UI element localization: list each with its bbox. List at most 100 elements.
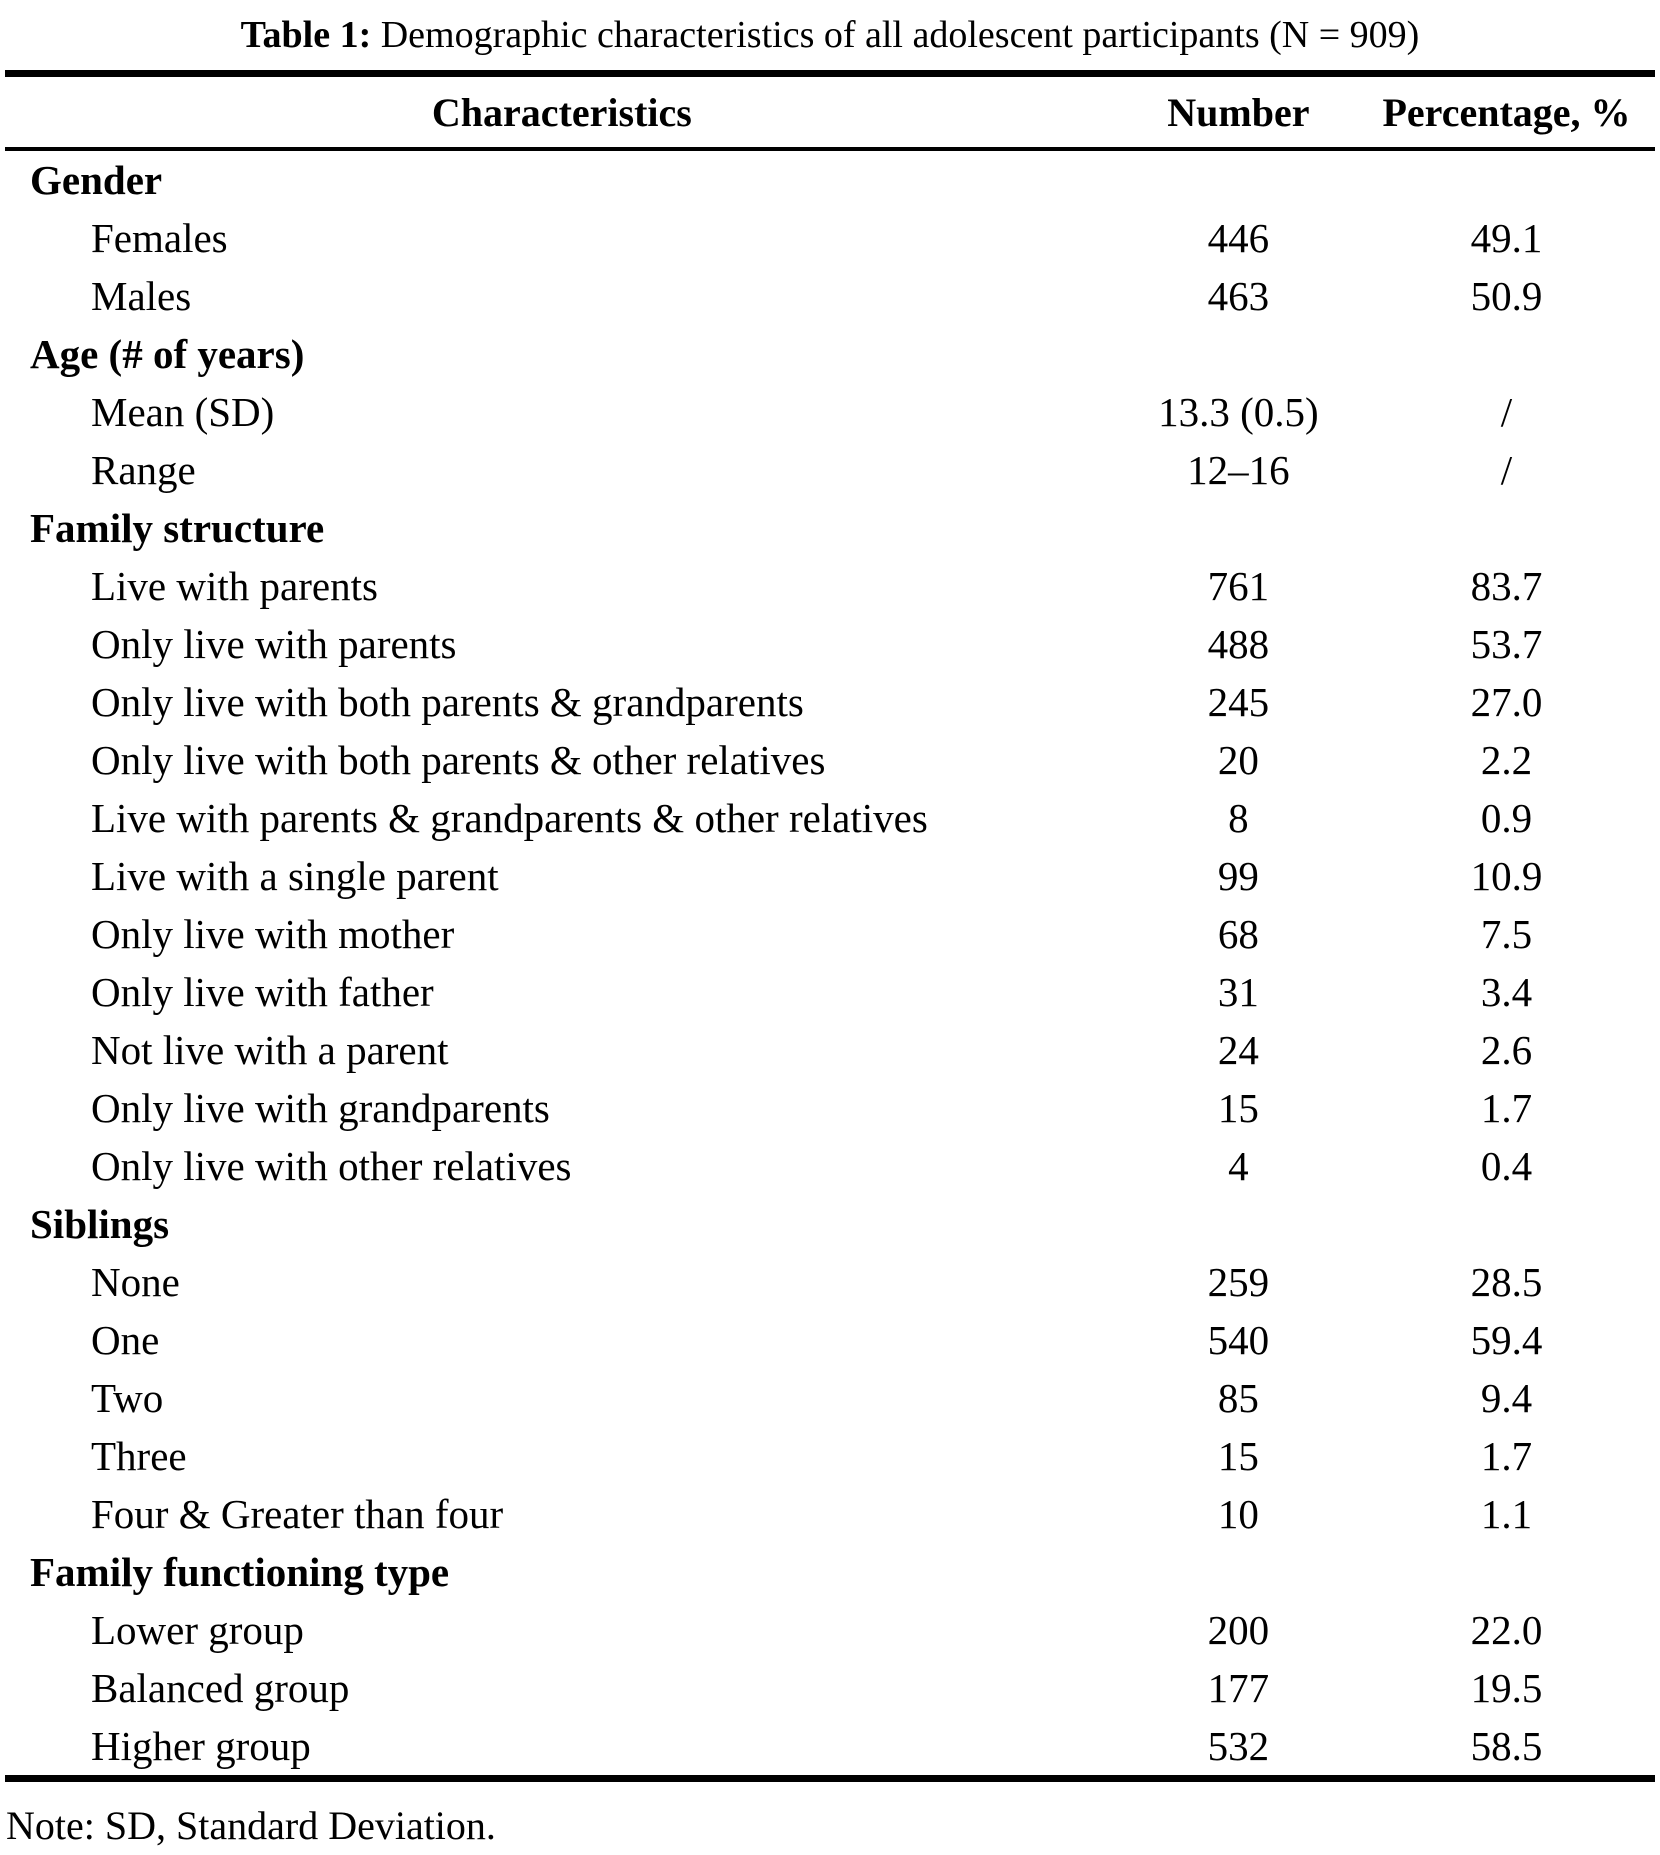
characteristic-cell: Range [91,447,196,493]
percentage-cell: 83.7 [1470,563,1543,609]
characteristic-cell: One [91,1317,160,1363]
percentage-cell: 28.5 [1470,1259,1543,1305]
characteristic-cell: Females [91,215,228,261]
characteristic-cell: Higher group [91,1723,311,1769]
table-row: Siblings [5,1195,1655,1253]
table-note: Note: SD, Standard Deviation. [6,1803,496,1848]
table-row: Males 463 50.9 [5,267,1655,325]
percentage-cell: 27.0 [1470,679,1543,725]
characteristic-cell: Siblings [30,1201,170,1247]
number-cell: 31 [1217,969,1259,1015]
characteristic-cell: Live with parents & grandparents & other… [91,795,928,841]
number-cell: 68 [1217,911,1259,957]
number-cell: 446 [1207,215,1270,261]
table-row: Lower group 200 22.0 [5,1601,1655,1659]
table-row: Only live with both parents & other rela… [5,731,1655,789]
percentage-cell: 3.4 [1480,969,1533,1015]
number-cell: 20 [1217,737,1259,783]
number-cell: 761 [1207,563,1270,609]
table-row: Age (# of years) [5,325,1655,383]
characteristic-cell: Live with a single parent [91,853,499,899]
percentage-cell: 2.6 [1480,1027,1533,1073]
percentage-cell: 1.7 [1480,1433,1533,1479]
percentage-cell: 49.1 [1470,215,1543,261]
characteristic-cell: Family functioning type [30,1549,450,1595]
characteristic-cell: Males [91,273,192,319]
number-cell: 245 [1207,679,1270,725]
table-row: Only live with other relatives 4 0.4 [5,1137,1655,1195]
characteristic-cell: Live with parents [91,563,378,609]
number-cell: 15 [1217,1085,1259,1131]
percentage-cell [1358,149,1655,209]
table-row: Not live with a parent 24 2.6 [5,1021,1655,1079]
table-row: Family functioning type [5,1543,1655,1601]
number-cell: 4 [1228,1143,1249,1189]
characteristic-cell: Only live with both parents & grandparen… [91,679,804,725]
number-cell: 8 [1228,795,1249,841]
table-row: Live with parents & grandparents & other… [5,789,1655,847]
number-cell: 13.3 (0.5) [1158,389,1319,435]
percentage-cell: 7.5 [1480,911,1533,957]
characteristic-cell: Four & Greater than four [91,1491,504,1537]
percentage-cell: 50.9 [1470,273,1543,319]
table-row: Only live with parents 488 53.7 [5,615,1655,673]
table-row: Family structure [5,499,1655,557]
table-row: Balanced group 177 19.5 [5,1659,1655,1717]
table-title-label: Table 1: [240,14,372,56]
percentage-cell: 9.4 [1480,1375,1533,1421]
characteristic-cell: Only live with other relatives [91,1143,572,1189]
number-cell: 488 [1207,621,1270,667]
percentage-cell [1358,1195,1655,1253]
table-row: Live with parents 761 83.7 [5,557,1655,615]
number-cell: 463 [1207,273,1270,319]
table-row: Females 446 49.1 [5,209,1655,267]
number-cell: 10 [1217,1491,1259,1537]
characteristic-cell: Only live with mother [91,911,455,957]
percentage-cell: 1.7 [1480,1085,1533,1131]
characteristic-cell: Not live with a parent [91,1027,449,1073]
percentage-cell [1358,325,1655,383]
col-header-characteristics: Characteristics [5,73,1119,151]
number-cell: 15 [1217,1433,1259,1479]
table-row: Range 12–16 / [5,441,1655,499]
table-row: Two 85 9.4 [5,1369,1655,1427]
characteristic-cell: Only live with father [91,969,434,1015]
characteristic-cell: Gender [30,157,163,203]
table-row: Four & Greater than four 10 1.1 [5,1485,1655,1543]
characteristic-cell: Two [91,1375,164,1421]
table-row: Gender [5,149,1655,209]
characteristic-cell: Age (# of years) [30,331,305,377]
number-cell: 259 [1207,1259,1270,1305]
table-row: Higher group 532 58.5 [5,1717,1655,1779]
percentage-cell: 19.5 [1470,1665,1543,1711]
percentage-cell: 0.4 [1480,1143,1533,1189]
characteristic-cell: Family structure [30,505,325,551]
table-body: Gender Females 446 49.1 Males 463 50.9 Age (# o… [5,149,1655,1779]
characteristic-cell: Only live with grandparents [91,1085,550,1131]
table-title-caption: Demographic characteristics of all adole… [371,14,1420,56]
table-row: Only live with grandparents 15 1.7 [5,1079,1655,1137]
percentage-cell: 58.5 [1470,1723,1543,1769]
characteristic-cell: None [91,1259,180,1305]
table-row: Three 15 1.7 [5,1427,1655,1485]
table-row: Only live with mother 68 7.5 [5,905,1655,963]
table-title: Table 1: Demographic characteristics of … [0,0,1660,70]
number-cell [1119,499,1358,557]
number-cell [1119,325,1358,383]
header-row: Characteristics Number Percentage, % [5,73,1655,151]
number-cell: 177 [1207,1665,1270,1711]
characteristic-cell: Mean (SD) [91,389,275,435]
number-cell: 532 [1207,1723,1270,1769]
characteristic-cell: Lower group [91,1607,304,1653]
number-cell: 24 [1217,1027,1259,1073]
characteristic-cell: Only live with both parents & other rela… [91,737,826,783]
characteristic-cell: Balanced group [91,1665,350,1711]
number-cell [1119,1543,1358,1601]
table-row: Live with a single parent 99 10.9 [5,847,1655,905]
table-row: None 259 28.5 [5,1253,1655,1311]
percentage-cell: 0.9 [1480,795,1533,841]
number-cell: 12–16 [1187,447,1290,493]
col-header-number: Number [1118,73,1358,151]
percentage-cell [1358,499,1655,557]
table-row: One 540 59.4 [5,1311,1655,1369]
